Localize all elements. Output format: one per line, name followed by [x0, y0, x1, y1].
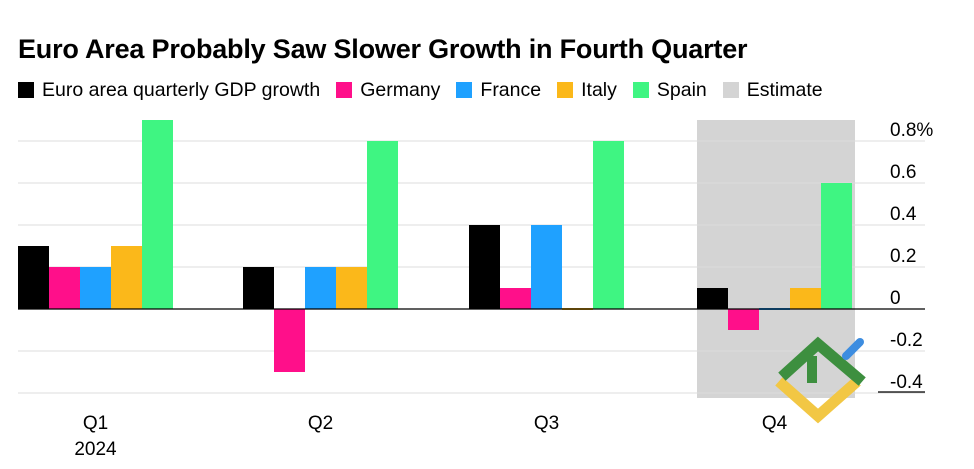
y-tick-label: 0.2: [890, 246, 916, 267]
legend-swatch-estimate: [722, 82, 739, 98]
bar-spain-q1: [142, 120, 173, 309]
bar-france-q3: [531, 225, 562, 309]
chart-legend: Euro area quarterly GDP growth Germany Fra…: [18, 77, 839, 103]
bar-germany-q2: [274, 309, 305, 372]
bar-euro-area-quarterly-gdp-growth-q2: [243, 267, 274, 309]
bar-italy-q1: [111, 246, 142, 309]
watermark-logo-yellow: [775, 377, 861, 424]
bar-italy-q4: [790, 288, 821, 309]
legend-item-spain: Spain: [632, 78, 707, 102]
x-tick-label: Q3: [534, 413, 559, 434]
legend-swatch-spain: [632, 82, 649, 98]
legend-label: Italy: [581, 78, 617, 101]
bar-france-q1: [80, 267, 111, 309]
bar-germany-q3: [500, 288, 531, 309]
legend-item-euro-area-quarterly-gdp-growth: Euro area quarterly GDP growth: [18, 79, 320, 102]
bar-euro-area-quarterly-gdp-growth-q1: [18, 246, 49, 309]
y-tick-label: -0.2: [890, 330, 923, 351]
legend-label: France: [480, 78, 542, 101]
x-tick-label: Q2: [308, 413, 333, 434]
bar-spain-q2: [367, 141, 398, 309]
bar-germany-q4: [728, 309, 759, 330]
legend-swatch-euro-area-quarterly-gdp-growth: [18, 82, 34, 98]
legend-swatch-germany: [336, 82, 353, 98]
bar-italy-q2: [336, 267, 367, 309]
legend-swatch-italy: [557, 82, 574, 98]
y-tick-label: 0.8%: [890, 120, 933, 141]
bar-germany-q1: [49, 267, 80, 309]
x-tick-label: Q4: [762, 413, 788, 434]
legend-label: Euro area quarterly GDP growth: [42, 78, 321, 101]
legend-label: Spain: [656, 78, 707, 101]
watermark-logo-blue: [842, 338, 864, 360]
bar-euro-area-quarterly-gdp-growth-q3: [469, 225, 500, 309]
watermark-logo-green: [778, 336, 866, 386]
y-tick-label: -0.4: [890, 372, 923, 393]
watermark-logo: [775, 336, 866, 424]
legend-item-italy: Italy: [557, 79, 617, 102]
legend-item-france: France: [456, 79, 541, 102]
y-tick-label: 0.4: [890, 204, 917, 225]
y-tick-label: 0: [890, 288, 901, 309]
bar-euro-area-quarterly-gdp-growth-q4: [697, 288, 728, 309]
bar-spain-q3: [593, 141, 624, 309]
legend-swatch-france: [456, 82, 473, 98]
legend-item-germany: Germany: [336, 79, 440, 102]
legend-label: Estimate: [746, 78, 823, 101]
chart-title: Euro Area Probably Saw Slower Growth in …: [18, 34, 748, 64]
legend-item-estimate: Estimate: [722, 78, 823, 102]
bar-france-q2: [305, 267, 336, 309]
x-year-label: 2024: [74, 439, 117, 460]
x-tick-label: Q1: [83, 413, 108, 434]
bar-spain-q4: [821, 183, 852, 309]
y-tick-label: 0.6: [890, 162, 916, 183]
legend-label: Germany: [360, 78, 441, 101]
